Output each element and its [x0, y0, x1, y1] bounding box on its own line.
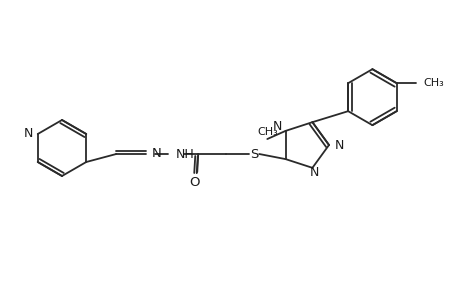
Text: N: N: [23, 127, 33, 140]
Text: O: O: [189, 176, 199, 188]
Text: N: N: [309, 166, 319, 179]
Text: N: N: [273, 120, 282, 134]
Text: CH₃: CH₃: [257, 127, 277, 137]
Text: CH₃: CH₃: [423, 78, 443, 88]
Text: S: S: [250, 148, 258, 160]
Text: NH: NH: [176, 148, 195, 160]
Text: N: N: [152, 146, 162, 160]
Text: N: N: [334, 139, 344, 152]
